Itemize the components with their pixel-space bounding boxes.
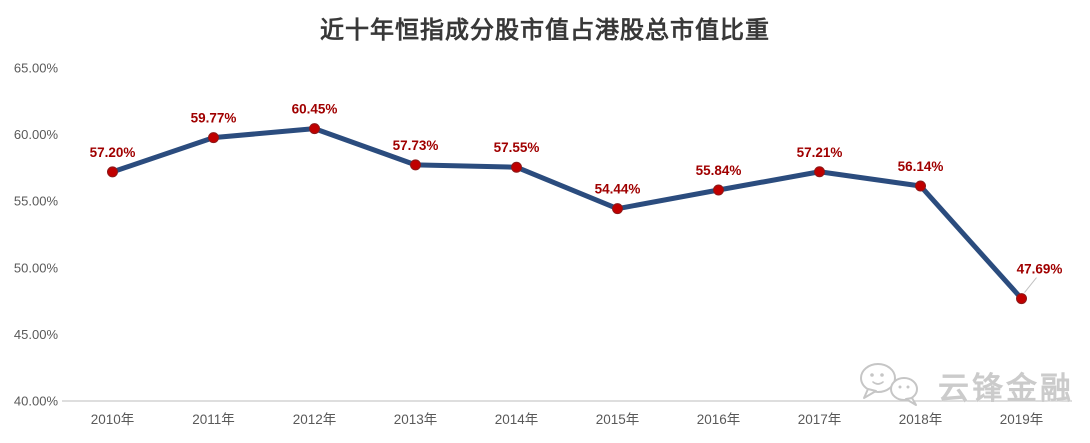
x-tick-label: 2018年 [899, 412, 943, 427]
data-point-marker [1016, 293, 1027, 305]
watermark-brand-text: 云锋金融 [938, 371, 1074, 406]
data-point-label: 54.44% [595, 182, 641, 197]
x-tick-label: 2012年 [293, 412, 337, 427]
wechat-chat-bubbles-icon [852, 358, 930, 413]
series-line [110, 126, 1024, 302]
data-point-marker [107, 166, 118, 178]
data-point-label: 57.55% [494, 140, 540, 155]
data-point-marker [309, 123, 320, 135]
data-point-marker [208, 132, 219, 144]
data-point-label: 57.73% [393, 138, 439, 153]
data-point-label: 55.84% [696, 163, 742, 178]
data-point-label: 60.45% [292, 102, 338, 117]
data-label-leader-line [1024, 277, 1037, 293]
x-tick-label: 2013年 [394, 412, 438, 427]
chart-title: 近十年恒指成分股市值占港股总市值比重 [320, 17, 770, 44]
y-tick-label: 40.00% [14, 394, 59, 409]
x-tick-label: 2011年 [192, 412, 235, 427]
data-point-label: 56.14% [898, 159, 944, 174]
data-point-label: 59.77% [191, 111, 237, 126]
x-tick-label: 2019年 [1000, 412, 1044, 427]
x-tick-label: 2010年 [91, 412, 135, 427]
data-point-label: 57.21% [797, 145, 843, 160]
data-point-marker [410, 159, 421, 171]
x-tick-label: 2016年 [697, 412, 741, 427]
y-tick-label: 65.00% [14, 61, 59, 76]
x-tick-label: 2015年 [596, 412, 640, 427]
x-tick-label: 2014年 [495, 412, 539, 427]
x-tick-label: 2017年 [798, 412, 842, 427]
data-point-marker [713, 184, 724, 196]
data-point-marker [511, 161, 522, 173]
data-point-label: 57.20% [90, 145, 136, 160]
data-point-marker [814, 166, 825, 178]
data-point-label: 47.69% [1017, 262, 1063, 277]
y-tick-label: 60.00% [14, 127, 59, 142]
y-tick-label: 50.00% [14, 260, 59, 275]
data-point-marker [915, 180, 926, 192]
y-tick-label: 45.00% [14, 327, 59, 342]
data-point-marker [612, 203, 623, 215]
y-tick-label: 55.00% [14, 194, 59, 209]
watermark: 云锋金融 [852, 358, 1074, 413]
